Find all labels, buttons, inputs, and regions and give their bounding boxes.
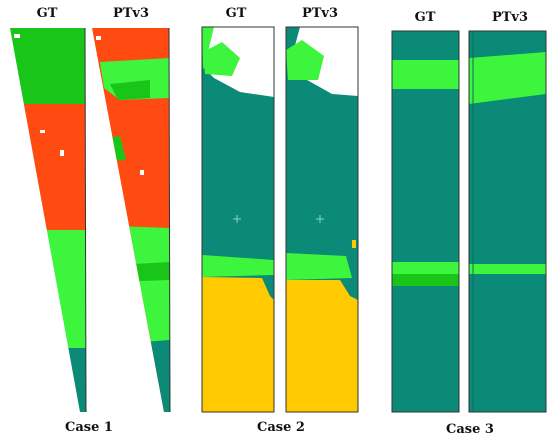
case2-caption: Case 2 (257, 420, 305, 435)
case2-gt-panel (201, 26, 275, 413)
case3-gt-panel (391, 30, 460, 413)
case2-ptv3-label: PTv3 (301, 6, 339, 21)
case2-ptv3-panel (285, 26, 359, 413)
case3-ptv3-panel (468, 30, 547, 413)
case1-gt-label: GT (36, 6, 58, 21)
case1-ptv3-label: PTv3 (112, 6, 150, 21)
case1-caption: Case 1 (65, 420, 113, 435)
case1-gt-panel (10, 28, 86, 412)
case1-ptv3-panel (92, 28, 170, 412)
case3-caption: Case 3 (446, 422, 494, 437)
case2-gt-label: GT (225, 6, 247, 21)
case3-gt-label: GT (414, 10, 436, 25)
case3-ptv3-label: PTv3 (491, 10, 529, 25)
